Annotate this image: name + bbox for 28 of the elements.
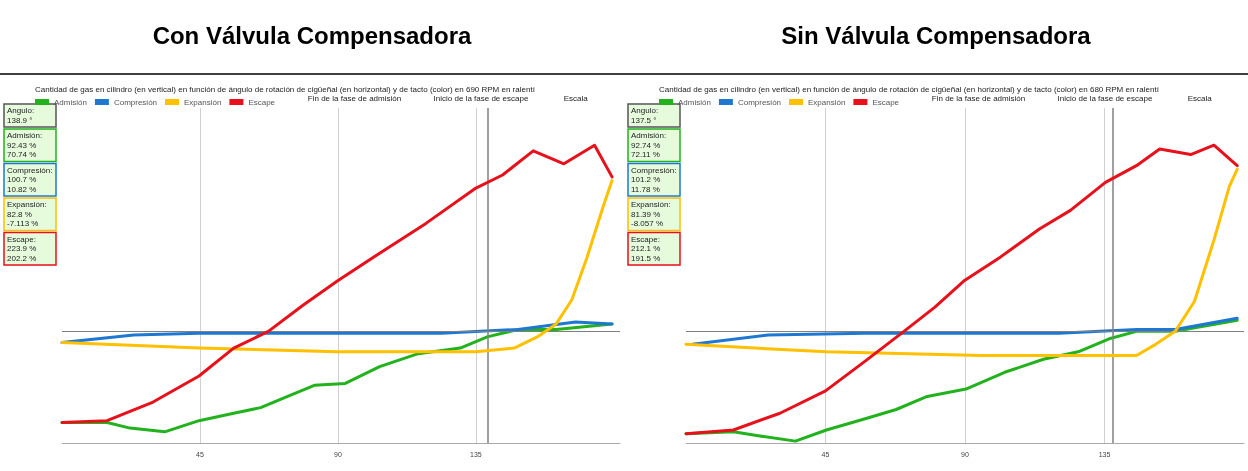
chart-title: Sin Válvula Compensadora bbox=[781, 21, 1092, 49]
text: Fin de la fase de admisión bbox=[931, 93, 1026, 103]
text: Escala bbox=[1187, 93, 1213, 103]
chart-subtitle: Cantidad de gas en cilindro (en vertical) en función de ángulo de rotación de cigüeñal (en horizontal) y de tacto (color) en 680 RPM en ralentí bbox=[659, 84, 1160, 94]
text: Expansión: 82.8 % -7.113 % bbox=[7, 200, 47, 229]
legend-label: Admisión bbox=[54, 97, 87, 107]
legend-label: Escape bbox=[872, 97, 900, 107]
legend-label: Compresión bbox=[737, 97, 782, 107]
text: Inicio de la fase de escape bbox=[433, 93, 529, 103]
legend-label: Compresión bbox=[113, 97, 158, 107]
legend-label: Expansión bbox=[808, 97, 846, 107]
text: Angulo: 138.9 ° bbox=[7, 106, 35, 125]
text: Escape: 223.9 % 202.2 % bbox=[7, 234, 37, 263]
text: Fin de la fase de admisión bbox=[307, 93, 402, 103]
text: Compresión: 101.2 % 11.78 % bbox=[631, 165, 677, 194]
text: Admisión: 92.43 % 70.74 % bbox=[7, 131, 43, 160]
legend-label: Expansión bbox=[184, 97, 222, 107]
chart-title: Con Válvula Compensadora bbox=[152, 21, 473, 49]
text: Compresión: 100.7 % 10.82 % bbox=[7, 165, 53, 194]
legend-label: Admisión bbox=[678, 97, 711, 107]
legend-label: Escape bbox=[248, 97, 276, 107]
text: Escape: 212.1 % 191.5 % bbox=[631, 234, 661, 263]
text: Expansión: 81.39 % -8.057 % bbox=[631, 200, 671, 229]
text: Admisión: 92.74 % 72.11 % bbox=[631, 131, 667, 160]
text: Escala bbox=[563, 93, 589, 103]
text: Inicio de la fase de escape bbox=[1057, 93, 1153, 103]
chart-subtitle: Cantidad de gas en cilindro (en vertical) en función de ángulo de rotación de cigüeñal (en horizontal) y de tacto (color) en 690 RPM en ralentí bbox=[35, 84, 536, 94]
text: Angulo: 137.5 ° bbox=[631, 106, 659, 125]
